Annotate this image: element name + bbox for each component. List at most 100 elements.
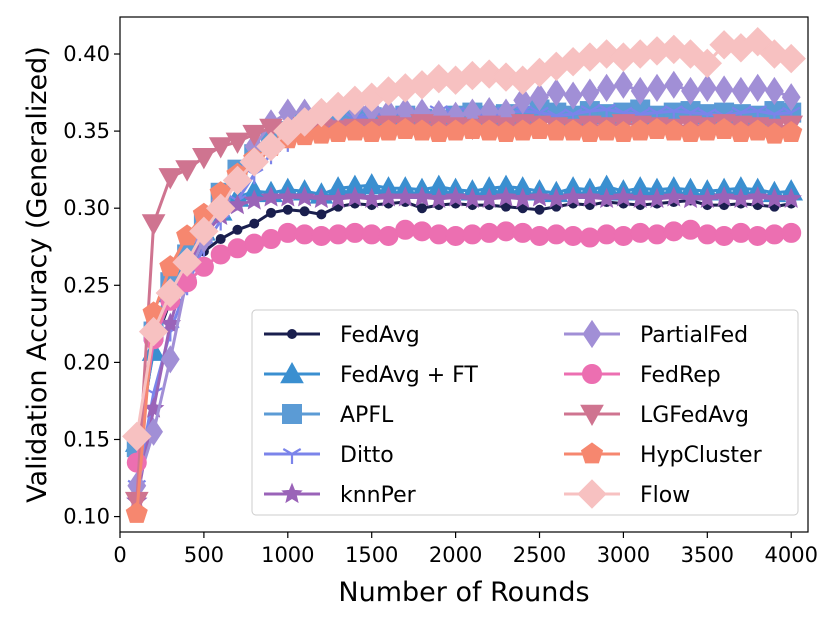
data-point xyxy=(579,227,600,248)
data-point xyxy=(630,76,650,106)
data-point xyxy=(344,222,365,243)
legend-label: Ditto xyxy=(340,443,394,468)
x-axis-label: Number of Rounds xyxy=(338,577,589,608)
data-point xyxy=(764,76,784,106)
data-point xyxy=(445,225,466,246)
x-tick-label: 4000 xyxy=(764,543,817,567)
legend-marker xyxy=(580,404,604,427)
data-point xyxy=(175,160,199,182)
data-point xyxy=(613,225,634,246)
data-point xyxy=(316,209,327,220)
data-point xyxy=(714,75,734,104)
legend-marker xyxy=(287,329,297,339)
data-point xyxy=(215,234,226,245)
data-point xyxy=(293,186,316,207)
data-point xyxy=(662,186,685,207)
data-point xyxy=(417,203,428,214)
legend-item: APFL xyxy=(264,403,394,428)
data-point xyxy=(239,147,269,177)
legend-marker xyxy=(577,479,607,509)
x-tick-label: 1000 xyxy=(261,543,314,567)
data-point xyxy=(613,70,633,99)
data-point xyxy=(244,233,265,254)
data-point xyxy=(764,224,785,245)
data-point xyxy=(697,73,717,103)
data-point xyxy=(746,186,769,207)
legend-marker xyxy=(582,364,602,384)
x-tick-label: 500 xyxy=(184,543,224,567)
plot-frame xyxy=(119,16,809,533)
data-point xyxy=(645,117,668,139)
data-point xyxy=(411,119,434,141)
series-fedrep xyxy=(126,219,802,473)
data-point xyxy=(746,119,769,141)
data-point xyxy=(781,83,801,112)
data-point xyxy=(495,186,517,207)
data-point xyxy=(529,225,550,246)
data-point xyxy=(125,501,148,523)
data-point xyxy=(534,204,545,215)
data-point xyxy=(495,221,516,242)
data-point xyxy=(663,221,684,242)
y-tick-label: 0.25 xyxy=(63,273,110,297)
data-point xyxy=(546,78,566,107)
data-point xyxy=(680,219,701,240)
series-layer xyxy=(122,26,806,523)
legend-label: FedAvg xyxy=(340,323,420,348)
data-point xyxy=(205,193,236,223)
data-point xyxy=(172,247,202,277)
data-point xyxy=(225,132,250,154)
data-point xyxy=(530,83,549,112)
data-point xyxy=(479,222,500,243)
x-tick-label: 2500 xyxy=(513,543,566,567)
series-hypcluster xyxy=(125,117,803,523)
legend-marker xyxy=(282,448,302,464)
legend-item: knnPer xyxy=(264,482,417,508)
data-point xyxy=(513,86,533,115)
data-point xyxy=(662,119,685,141)
data-point xyxy=(646,187,668,209)
tick-layer: 0 500 1000 1500 2000 2500 3000 3500 4000 0.10 0.15… xyxy=(63,42,818,567)
data-point xyxy=(781,222,802,243)
legend-item: LGFedAvg xyxy=(564,403,749,428)
data-point xyxy=(282,204,293,215)
legend-item: FedAvg + FT xyxy=(264,361,478,388)
data-point xyxy=(597,73,617,103)
data-point xyxy=(327,187,349,209)
data-point xyxy=(266,207,277,218)
y-tick-label: 0.20 xyxy=(63,350,110,374)
data-point xyxy=(646,224,667,245)
data-point xyxy=(664,70,684,99)
data-point xyxy=(545,187,568,209)
y-tick-label: 0.10 xyxy=(63,505,110,529)
legend-marker xyxy=(580,442,604,464)
data-point xyxy=(612,186,635,207)
data-point xyxy=(328,224,349,245)
data-point xyxy=(208,137,233,159)
legend-label: Flow xyxy=(640,483,690,508)
data-point xyxy=(361,224,382,245)
data-point xyxy=(411,186,433,207)
legend-label: FedAvg + FT xyxy=(340,363,478,388)
data-point xyxy=(249,218,260,229)
data-point xyxy=(478,187,500,209)
data-point xyxy=(222,165,253,196)
legend-item: FedAvg xyxy=(264,323,420,348)
data-point xyxy=(428,224,449,245)
data-point xyxy=(189,216,219,247)
data-point xyxy=(122,421,152,452)
x-tick-label: 3500 xyxy=(681,543,734,567)
legend-item: PartialFed xyxy=(564,319,748,349)
data-point xyxy=(595,119,618,141)
x-tick-label: 1500 xyxy=(345,543,398,567)
data-point xyxy=(714,225,735,246)
data-point xyxy=(141,214,166,236)
legend-label: knnPer xyxy=(340,483,417,508)
legend-item: HypCluster xyxy=(564,442,763,468)
legend-label: PartialFed xyxy=(640,323,748,348)
legend-label: LGFedAvg xyxy=(640,403,749,428)
data-point xyxy=(155,278,186,308)
data-point xyxy=(141,339,166,361)
data-point xyxy=(647,73,667,103)
